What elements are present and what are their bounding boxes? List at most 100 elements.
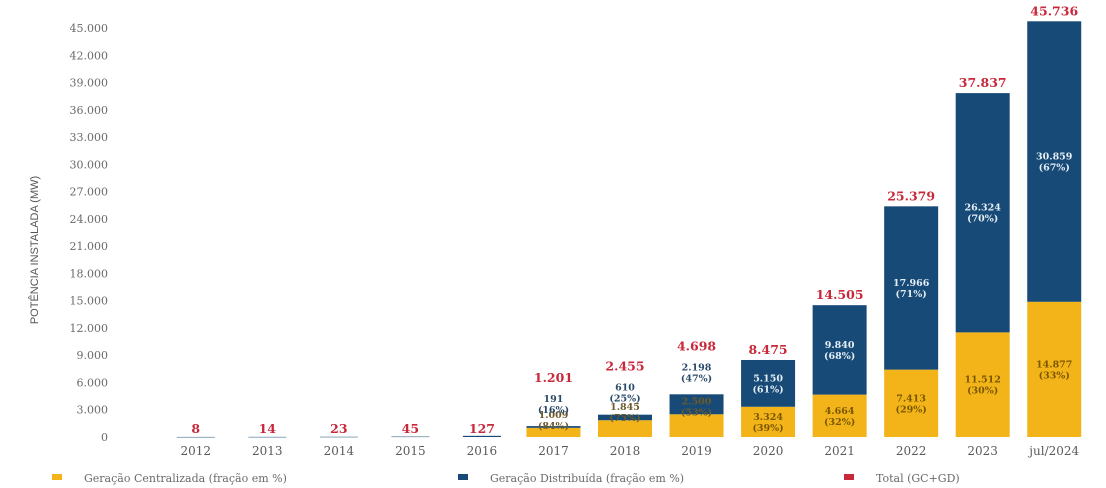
y-axis-label: POTÊNCIA INSTALADA (MW)	[28, 176, 41, 324]
bar-total	[391, 436, 430, 438]
bar-distribuida	[812, 305, 867, 395]
bar-total-label: 14.505	[816, 287, 864, 302]
x-axis-ticks: 2012 2013 2014 2015 2016 2017 2018 2019 2020 2021…	[180, 444, 1079, 458]
y-tick-label: 33.000	[70, 131, 109, 144]
bar-group: 14	[248, 421, 287, 438]
bar-centralizada	[741, 406, 796, 437]
bar-distribuida	[884, 206, 939, 370]
bar-total-label: 8	[191, 421, 200, 436]
x-tick-label: 2015	[395, 444, 426, 458]
x-tick-label: 2019	[681, 444, 712, 458]
bar-total-label: 23	[330, 421, 347, 436]
bar-centralizada	[598, 420, 652, 437]
bar-total-label: 1.201	[534, 370, 573, 385]
bar-distribuida	[741, 359, 796, 407]
bar-group: 1.845 (75%)610 (25%) 2.455	[598, 359, 652, 437]
bar-distribuida	[598, 414, 652, 421]
x-tick-label: 2013	[252, 444, 283, 458]
bar-centralizada	[526, 427, 581, 437]
bar-distribuida	[1027, 21, 1082, 302]
bar-group: 4.664 (32%) 9.840 (68%) 14.505	[812, 287, 867, 437]
legend-label-distribuida: Geração Distribuída (fração em %)	[490, 472, 684, 485]
bar-group: 14.877 (33%) 30.859 (67%) 45.736	[1027, 3, 1082, 437]
y-tick-label: 42.000	[70, 49, 109, 62]
bar-label-centralizada: 11.512 (30%)	[965, 375, 1001, 397]
bar-total-label: 14	[259, 421, 277, 436]
bar-label-centralizada: 7.413 (29%)	[896, 393, 927, 415]
bar-total	[248, 436, 287, 438]
bar-total-label: 45.736	[1030, 3, 1078, 18]
x-tick-label: 2018	[610, 444, 641, 458]
bar-centralizada	[812, 394, 867, 437]
bar-label-distribuida: 2.198 (47%)	[681, 362, 712, 384]
bar-group: 2.500 (53%) 2.198 (47%) 4.698	[669, 338, 724, 437]
y-tick-label: 45.000	[70, 22, 109, 35]
y-tick-label: 21.000	[70, 240, 109, 253]
y-tick-label: 18.000	[70, 267, 109, 280]
bar-centralizada	[955, 332, 1010, 437]
bar-label-centralizada: 1.009 (84%)	[538, 410, 569, 432]
legend-label-centralizada: Geração Centralizada (fração em %)	[84, 472, 287, 485]
legend-swatch-centralizada	[52, 474, 62, 480]
bar-label-distribuida: 26.324 (70%)	[965, 203, 1002, 225]
x-tick-label: 2017	[538, 444, 569, 458]
bar-label-distribuida: 5.150 (61%)	[752, 373, 783, 395]
bar-total	[319, 436, 358, 438]
y-tick-label: 27.000	[70, 186, 109, 199]
legend: Geração Centralizada (fração em %) Geraç…	[52, 472, 960, 485]
bar-total	[462, 435, 501, 437]
bar-total-label: 2.455	[605, 359, 644, 374]
bar-total-label: 4.698	[677, 338, 716, 353]
bar-centralizada	[884, 369, 939, 437]
y-tick-label: 0	[101, 431, 108, 444]
bar-label-distribuida: 30.859 (67%)	[1036, 152, 1073, 174]
bar-group: 1.009 (84%)191 (16%) 1.201	[526, 370, 581, 437]
bar-centralizada	[669, 414, 724, 437]
bar-total-label: 45	[402, 421, 419, 436]
bar-group: 23	[319, 421, 358, 438]
legend-label-total: Total (GC+GD)	[876, 472, 960, 485]
bar-label-distribuida: 191 (16%)	[538, 394, 569, 416]
y-tick-label: 36.000	[70, 104, 109, 117]
x-tick-label: 2016	[467, 444, 498, 458]
bar-label-distribuida: 610 (25%)	[609, 383, 640, 405]
y-tick-label: 3.000	[77, 404, 109, 417]
bar-group: 8	[176, 421, 215, 438]
bar-group: 45	[391, 421, 430, 438]
bar-distribuida	[955, 93, 1010, 333]
x-tick-label: 2021	[824, 444, 855, 458]
y-axis-label-group: POTÊNCIA INSTALADA (MW)	[28, 176, 41, 324]
x-tick-label: 2014	[324, 444, 355, 458]
bar-label-centralizada: 1.845 (75%)	[609, 402, 640, 424]
x-tick-label: 2020	[753, 444, 784, 458]
bar-total	[176, 436, 215, 438]
bar-distribuida	[669, 394, 724, 415]
bar-group: 127	[462, 421, 501, 437]
bar-group: 7.413 (29%) 17.966 (71%) 25.379	[884, 188, 939, 437]
legend-swatch-distribuida	[458, 474, 468, 480]
bar-group: 3.324 (39%) 5.150 (61%) 8.475	[741, 342, 796, 437]
bar-total-label: 8.475	[748, 342, 787, 357]
bar-label-distribuida: 9.840 (68%)	[824, 340, 855, 362]
legend-swatch-total	[844, 474, 854, 480]
x-tick-label: 2012	[180, 444, 211, 458]
bars: 8 14 23 45 127 1.009 (84%)191 (16%) 1.201 1.845 (7…	[176, 3, 1082, 438]
bar-label-centralizada: 14.877 (33%)	[1036, 359, 1072, 381]
bar-label-centralizada: 2.500 (53%)	[681, 396, 712, 418]
bar-group: 11.512 (30%) 26.324 (70%) 37.837	[955, 75, 1010, 437]
x-tick-label: 2022	[896, 444, 927, 458]
y-tick-label: 39.000	[70, 77, 109, 90]
y-tick-label: 15.000	[70, 295, 109, 308]
x-tick-label: 2023	[967, 444, 998, 458]
y-tick-label: 12.000	[70, 322, 109, 335]
bar-total-label: 37.837	[959, 75, 1007, 90]
bar-label-centralizada: 4.664 (32%)	[824, 406, 855, 428]
y-tick-label: 24.000	[70, 213, 109, 226]
bar-label-distribuida: 17.966 (71%)	[893, 278, 930, 300]
bar-total-label: 127	[469, 421, 495, 436]
x-tick-label: jul/2024	[1027, 444, 1079, 458]
y-tick-label: 6.000	[77, 376, 109, 389]
y-axis-ticks: 0 3.000 6.000 9.000 12.000 15.000 18.000 21.000…	[70, 22, 109, 444]
bar-label-centralizada: 3.324 (39%)	[752, 412, 783, 434]
